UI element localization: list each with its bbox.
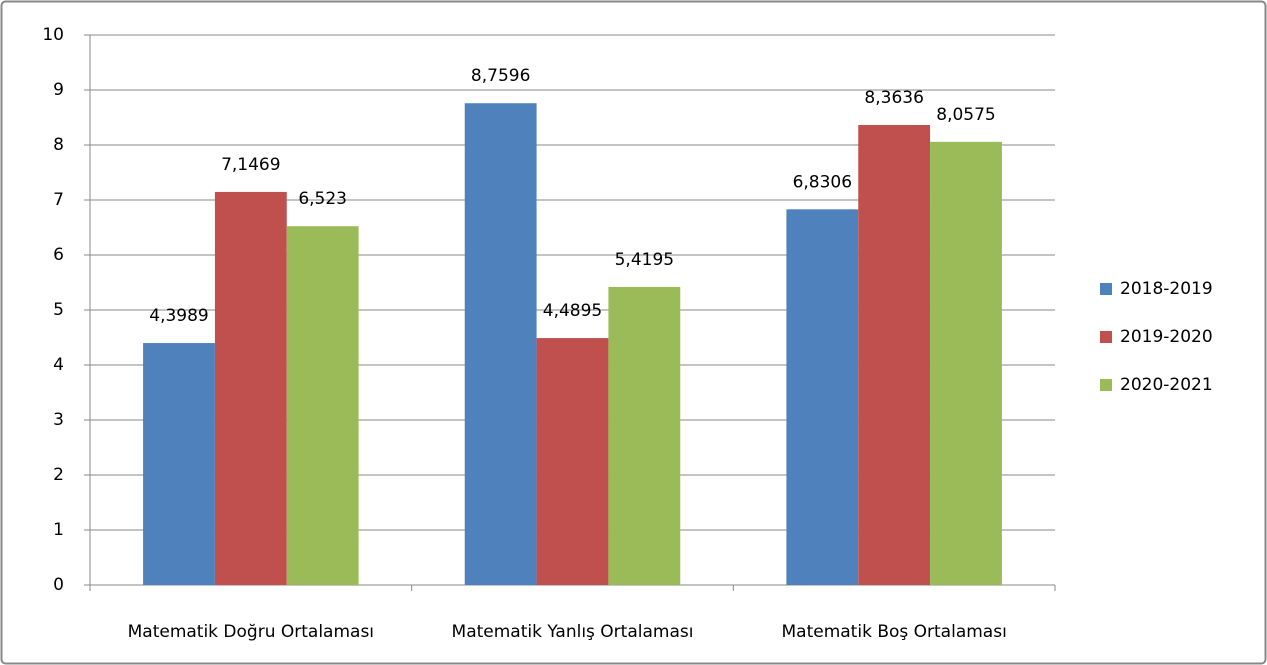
legend-swatch (1100, 283, 1112, 295)
value-label: 4,4895 (543, 301, 602, 321)
y-tick-label: 9 (53, 80, 64, 100)
y-tick-label: 2 (53, 465, 64, 485)
x-tick-label: Matematik Yanlış Ortalaması (452, 622, 694, 642)
y-tick-label: 7 (53, 190, 64, 210)
value-label: 8,0575 (936, 105, 995, 125)
bar (858, 125, 931, 585)
y-tick-label: 6 (53, 245, 64, 265)
x-tick-label: Matematik Doğru Ortalaması (128, 622, 374, 642)
bar (536, 338, 609, 585)
legend-swatch (1100, 379, 1112, 391)
value-label: 8,7596 (471, 66, 530, 86)
x-tick-label: Matematik Boş Ortalaması (782, 622, 1007, 642)
y-tick-label: 4 (53, 355, 64, 375)
y-tick-label: 10 (42, 25, 64, 45)
bar (214, 191, 287, 585)
value-label: 7,1469 (221, 155, 280, 175)
y-tick-label: 5 (53, 300, 64, 320)
legend-swatch (1100, 331, 1112, 343)
bar (930, 141, 1002, 585)
value-label: 6,523 (298, 189, 347, 209)
bar (464, 103, 537, 586)
value-label: 8,3636 (864, 88, 923, 108)
bar (143, 343, 215, 585)
y-tick-label: 1 (53, 520, 64, 540)
legend-label: 2018-2019 (1120, 279, 1213, 299)
value-label: 5,4195 (615, 250, 674, 270)
bar (608, 286, 681, 585)
value-label: 4,3989 (149, 306, 208, 326)
value-label: 6,8306 (793, 172, 852, 192)
legend-label: 2019-2020 (1120, 327, 1213, 347)
bar (286, 226, 359, 586)
y-tick-label: 0 (53, 575, 64, 595)
y-tick-label: 3 (53, 410, 64, 430)
y-tick-label: 8 (53, 135, 64, 155)
bar (786, 209, 859, 585)
legend-label: 2020-2021 (1120, 375, 1213, 395)
